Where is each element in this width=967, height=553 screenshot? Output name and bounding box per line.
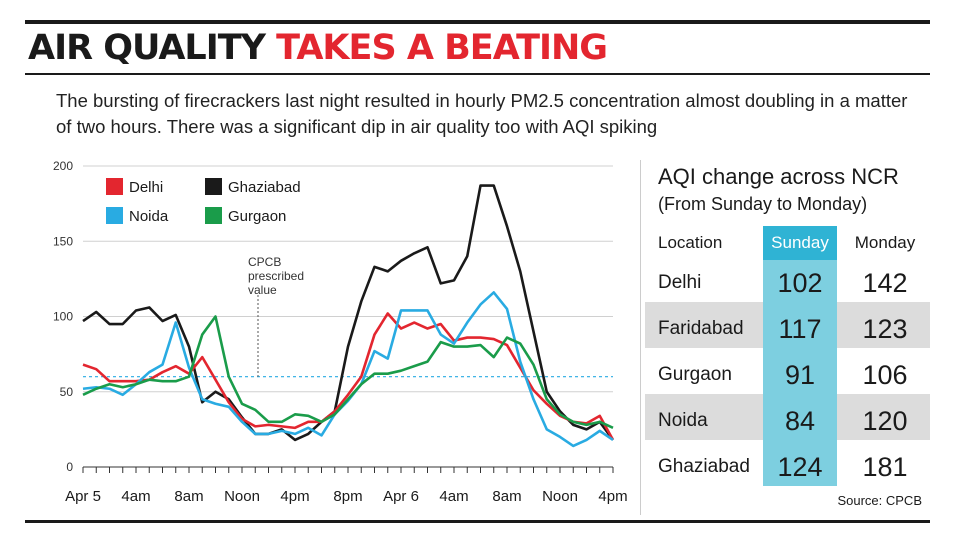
aqi-row-gurgaon: Gurgaon 91 106 xyxy=(645,352,930,398)
row-sunday-value: 84 xyxy=(784,406,816,436)
headline-red: TAKES A BEATING xyxy=(276,28,608,68)
x-tick-label: 8pm xyxy=(333,488,362,505)
row-sunday-value: 91 xyxy=(784,360,816,390)
series-line-gurgaon xyxy=(82,315,614,430)
row-monday-value: 120 xyxy=(862,406,908,436)
row-sunday-value: 102 xyxy=(777,268,823,298)
row-location: Gurgaon xyxy=(658,364,732,385)
cpcb-label: CPCB xyxy=(248,255,281,269)
y-tick-label: 50 xyxy=(60,385,74,399)
x-tick-label: 4am xyxy=(439,488,468,505)
x-tick-label: 8am xyxy=(492,488,521,505)
row-monday-value: 142 xyxy=(862,268,908,298)
bottom-rule xyxy=(25,520,930,523)
source-note: Source: CPCB xyxy=(837,493,922,508)
legend-label: Delhi xyxy=(129,179,163,196)
y-tick-label: 200 xyxy=(53,159,73,173)
sunday-column-band xyxy=(763,226,837,486)
row-monday-value: 123 xyxy=(862,314,908,344)
legend-swatch xyxy=(106,207,123,224)
x-tick-label: Apr 5 xyxy=(65,488,101,505)
row-monday-value: 181 xyxy=(862,452,908,482)
y-tick-label: 100 xyxy=(53,310,73,324)
subtitle: The bursting of firecrackers last night … xyxy=(56,90,908,137)
pm25-line-chart: 0 50 100 150 200 Apr 5 4am 8am Noon 4pm 8pm Apr 6 4a… xyxy=(53,159,628,505)
y-tick-label: 0 xyxy=(66,460,73,474)
header-location: Location xyxy=(658,233,723,252)
aqi-row-faridabad: Faridabad 117 123 xyxy=(645,306,930,352)
row-sunday-value: 124 xyxy=(777,452,823,482)
x-tick-label: 4pm xyxy=(280,488,309,505)
headline: AIR QUALITY TAKES A BEATING xyxy=(28,26,608,70)
legend-swatch xyxy=(205,207,222,224)
row-location: Delhi xyxy=(658,272,702,293)
aqi-header: Location Sunday Monday xyxy=(645,226,930,260)
row-monday-value: 106 xyxy=(862,360,908,390)
x-tick-label: Noon xyxy=(542,488,578,505)
aqi-row-ghaziabad: Ghaziabad 124 181 xyxy=(645,444,930,490)
panel-separator xyxy=(640,160,641,515)
aqi-subtitle: (From Sunday to Monday) xyxy=(658,194,868,214)
row-location: Ghaziabad xyxy=(658,456,750,477)
header-sunday: Sunday xyxy=(763,226,837,260)
aqi-panel: AQI change across NCR (From Sunday to Mo… xyxy=(645,160,930,515)
x-tick-label: 4am xyxy=(121,488,150,505)
legend-label: Noida xyxy=(129,208,169,225)
legend-label: Ghaziabad xyxy=(228,179,301,196)
cpcb-label: prescribed xyxy=(248,269,304,283)
legend-label: Gurgaon xyxy=(228,208,286,225)
row-location: Noida xyxy=(658,410,708,431)
x-tick-label: 4pm xyxy=(598,488,627,505)
x-tick-label: Apr 6 xyxy=(383,488,419,505)
title-rule xyxy=(25,73,930,75)
legend-swatch xyxy=(106,178,123,195)
row-sunday-value: 117 xyxy=(778,314,822,344)
aqi-row-noida: Noida 84 120 xyxy=(645,398,930,444)
cpcb-label: value xyxy=(248,283,277,297)
header-monday: Monday xyxy=(854,233,916,252)
headline-black: AIR QUALITY xyxy=(28,28,266,68)
x-tick-label: 8am xyxy=(174,488,203,505)
legend-swatch xyxy=(205,178,222,195)
row-location: Faridabad xyxy=(658,318,744,339)
top-rule xyxy=(25,20,930,24)
series-line-noida xyxy=(82,291,614,448)
series-line-ghaziabad xyxy=(82,184,615,442)
aqi-row-delhi: Delhi 102 142 xyxy=(645,260,930,306)
aqi-title: AQI change across NCR xyxy=(658,164,899,189)
y-tick-label: 150 xyxy=(53,234,73,248)
x-tick-label: Noon xyxy=(224,488,260,505)
